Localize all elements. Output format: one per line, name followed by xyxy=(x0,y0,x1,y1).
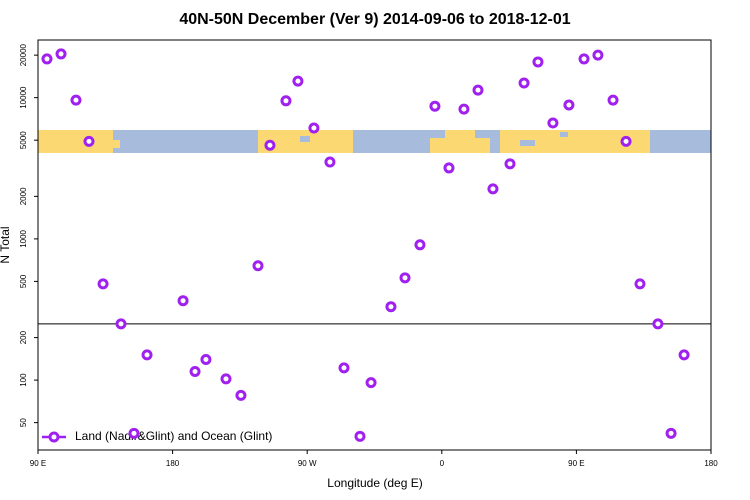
point xyxy=(472,84,484,96)
chart-title: 40N-50N December (Ver 9) 2014-09-06 to 2… xyxy=(179,11,570,28)
x-tick-label: 180 xyxy=(166,459,180,468)
point xyxy=(414,239,426,251)
point xyxy=(487,183,499,195)
point xyxy=(324,156,336,168)
x-axis-label: Longitude (deg E) xyxy=(327,476,422,490)
y-tick-label: 10000 xyxy=(19,86,28,109)
point xyxy=(547,117,559,129)
point xyxy=(578,53,590,65)
point xyxy=(308,122,320,134)
point xyxy=(365,377,377,389)
point xyxy=(634,278,646,290)
y-tick-label: 5000 xyxy=(19,131,28,149)
y-tick-label: 1000 xyxy=(19,229,28,247)
point xyxy=(458,103,470,115)
map-strip xyxy=(38,130,711,153)
point xyxy=(292,75,304,87)
y-tick-label: 50 xyxy=(19,418,28,427)
x-tick-label: 90 E xyxy=(30,459,46,468)
point xyxy=(620,135,632,147)
point xyxy=(220,373,232,385)
point xyxy=(665,427,677,439)
point xyxy=(592,49,604,61)
point xyxy=(354,430,366,442)
plot-frame xyxy=(37,39,712,451)
y-tick-label: 500 xyxy=(19,274,28,288)
point xyxy=(41,53,53,65)
legend-marker xyxy=(48,431,60,443)
x-tick-label: 90 E xyxy=(568,459,584,468)
point xyxy=(128,427,140,439)
point xyxy=(280,95,292,107)
legend-label: Land (Nadir&Glint) and Ocean (Glint) xyxy=(75,429,272,443)
x-tick-label: 0 xyxy=(440,459,445,468)
point xyxy=(338,362,350,374)
point xyxy=(678,349,690,361)
point xyxy=(385,301,397,313)
point xyxy=(189,366,201,378)
legend: Land (Nadir&Glint) and Ocean (Glint) xyxy=(42,429,272,443)
point xyxy=(115,318,127,330)
x-tick-label: 90 W xyxy=(298,459,317,468)
point xyxy=(83,135,95,147)
point xyxy=(264,139,276,151)
y-tick-label: 100 xyxy=(19,373,28,387)
point xyxy=(652,318,664,330)
point xyxy=(177,295,189,307)
point xyxy=(97,278,109,290)
point xyxy=(429,100,441,112)
point xyxy=(399,272,411,284)
point xyxy=(607,94,619,106)
point xyxy=(141,349,153,361)
point xyxy=(200,353,212,365)
y-tick-label: 20000 xyxy=(19,43,28,66)
point xyxy=(55,48,67,60)
point xyxy=(504,158,516,170)
point xyxy=(235,389,247,401)
point xyxy=(532,56,544,68)
point xyxy=(563,99,575,111)
y-axis-label: N Total xyxy=(0,226,12,263)
point xyxy=(70,94,82,106)
point xyxy=(518,77,530,89)
x-tick-label: 180 xyxy=(704,459,718,468)
y-tick-label: 2000 xyxy=(19,187,28,205)
point xyxy=(252,260,264,272)
y-tick-label: 200 xyxy=(19,330,28,344)
point xyxy=(443,162,455,174)
